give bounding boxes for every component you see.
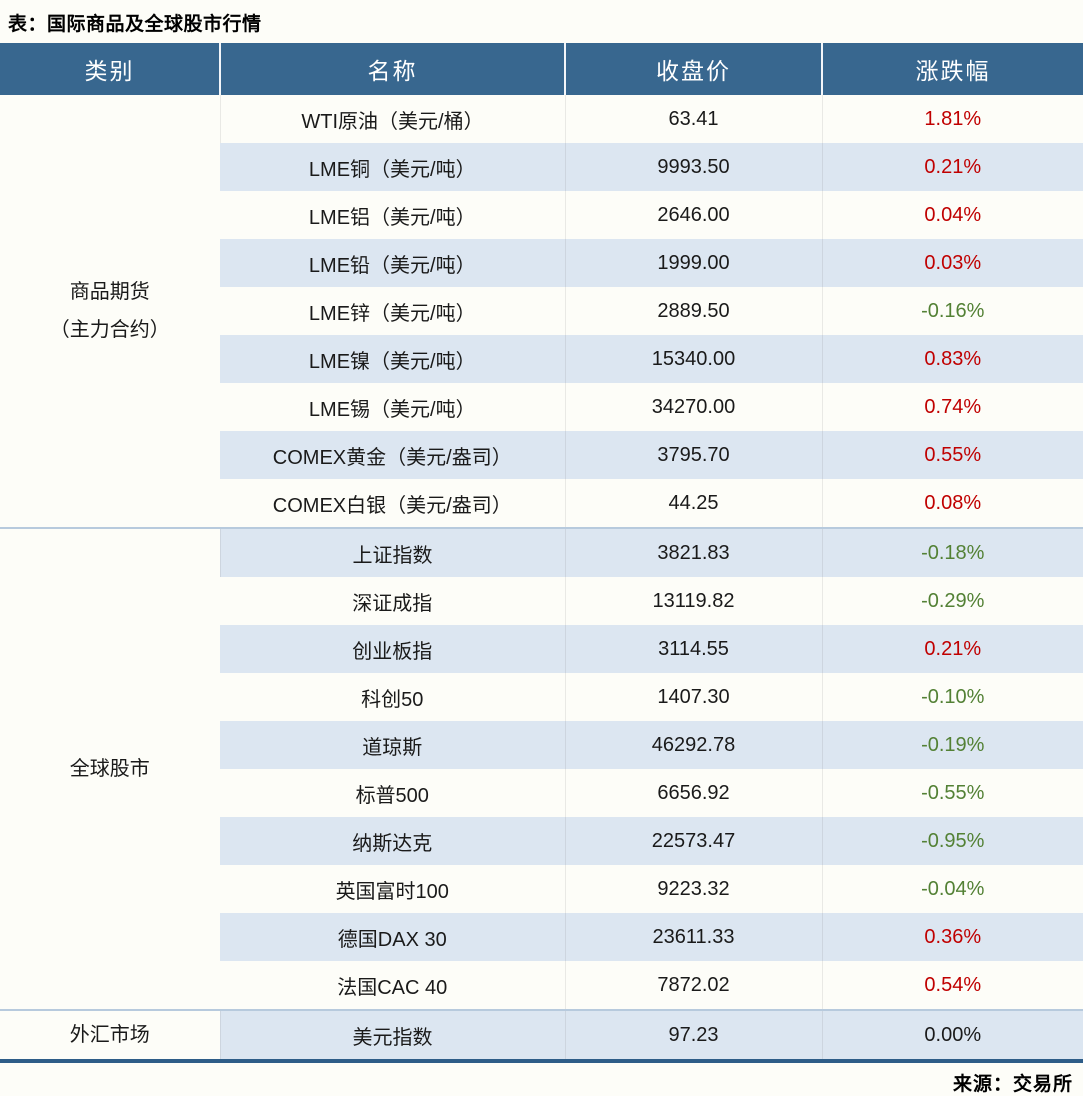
close-price: 46292.78	[564, 721, 822, 769]
close-price: 7872.02	[564, 961, 822, 1010]
table-row: 全球股市 上证指数 3821.83 -0.18%	[0, 527, 1083, 1010]
table-row: COMEX白银（美元/盎司） 44.25 0.08%	[0, 479, 1083, 528]
instrument-name: 深证成指	[220, 577, 565, 625]
change-percent: 0.36%	[821, 913, 1083, 961]
category-cell: 外汇市场	[0, 1009, 220, 1061]
change-percent: 0.21%	[821, 143, 1083, 191]
table-row: 商品期货 （主力合约） WTI原油（美元/桶） 63.41 1.81%	[0, 95, 1083, 528]
change-percent: 0.04%	[821, 191, 1083, 239]
close-price: 3795.70	[564, 431, 822, 479]
table-row: LME镍（美元/吨） 15340.00 0.83%	[0, 335, 1083, 383]
close-price: 2646.00	[564, 191, 822, 239]
header-close: 收盘价	[564, 43, 822, 95]
source-note: 来源：交易所	[952, 1074, 1073, 1095]
instrument-name: 科创50	[220, 673, 565, 721]
change-percent: 0.03%	[821, 239, 1083, 287]
close-price: 6656.92	[564, 769, 822, 817]
close-price: 22573.47	[564, 817, 822, 865]
instrument-name: 纳斯达克	[220, 817, 565, 865]
table-row: 法国CAC 40 7872.02 0.54%	[0, 961, 1083, 1010]
change-percent: 0.83%	[821, 335, 1083, 383]
table-row: LME锌（美元/吨） 2889.50 -0.16%	[0, 287, 1083, 335]
table-row: LME铜（美元/吨） 9993.50 0.21%	[0, 143, 1083, 191]
table-row: 道琼斯 46292.78 -0.19%	[0, 721, 1083, 769]
change-percent: -0.29%	[821, 577, 1083, 625]
table-row: 纳斯达克 22573.47 -0.95%	[0, 817, 1083, 865]
change-percent: 0.74%	[821, 383, 1083, 431]
header-change: 涨跌幅	[821, 43, 1083, 95]
change-percent: -0.95%	[821, 817, 1083, 865]
close-price: 23611.33	[564, 913, 822, 961]
change-percent: 0.08%	[821, 479, 1083, 528]
change-percent: -0.18%	[821, 527, 1083, 577]
table-row: 英国富时100 9223.32 -0.04%	[0, 865, 1083, 913]
market-quotes-table: 类别 名称 收盘价 涨跌幅 商品期货 （主力合约） WTI原油（美元/桶） 63.41…	[0, 43, 1083, 1063]
instrument-name: LME铝（美元/吨）	[220, 191, 565, 239]
table-header: 类别 名称 收盘价 涨跌幅	[0, 43, 1083, 95]
close-price: 63.41	[564, 95, 822, 143]
table-row: 标普500 6656.92 -0.55%	[0, 769, 1083, 817]
change-percent: -0.04%	[821, 865, 1083, 913]
change-percent: -0.55%	[821, 769, 1083, 817]
change-percent: -0.10%	[821, 673, 1083, 721]
instrument-name: COMEX黄金（美元/盎司）	[220, 431, 565, 479]
header-category: 类别	[0, 43, 220, 95]
table-row: LME铅（美元/吨） 1999.00 0.03%	[0, 239, 1083, 287]
close-price: 15340.00	[564, 335, 822, 383]
close-price: 44.25	[564, 479, 822, 528]
instrument-name: 美元指数	[219, 1009, 565, 1061]
table-row: 科创50 1407.30 -0.10%	[0, 673, 1083, 721]
instrument-name: LME锌（美元/吨）	[220, 287, 565, 335]
close-price: 1999.00	[564, 239, 822, 287]
instrument-name: LME锡（美元/吨）	[220, 383, 565, 431]
table-row: 深证成指 13119.82 -0.29%	[0, 577, 1083, 625]
table-row: LME铝（美元/吨） 2646.00 0.04%	[0, 191, 1083, 239]
table-row: 创业板指 3114.55 0.21%	[0, 625, 1083, 673]
header-row: 类别 名称 收盘价 涨跌幅	[0, 43, 1083, 95]
close-price: 3821.83	[564, 527, 822, 577]
change-percent: 1.81%	[821, 95, 1083, 143]
close-price: 1407.30	[564, 673, 822, 721]
instrument-name: LME铅（美元/吨）	[220, 239, 565, 287]
instrument-name: 标普500	[220, 769, 565, 817]
change-percent: 0.21%	[821, 625, 1083, 673]
table-row: COMEX黄金（美元/盎司） 3795.70 0.55%	[0, 431, 1083, 479]
change-percent: 0.00%	[821, 1009, 1083, 1061]
instrument-name: 道琼斯	[220, 721, 565, 769]
instrument-name: 英国富时100	[220, 865, 565, 913]
instrument-name: 上证指数	[219, 527, 565, 577]
close-price: 13119.82	[564, 577, 822, 625]
category-cell: 全球股市	[0, 527, 220, 1010]
table-row: 德国DAX 30 23611.33 0.36%	[0, 913, 1083, 961]
close-price: 2889.50	[564, 287, 822, 335]
close-price: 9993.50	[564, 143, 822, 191]
instrument-name: WTI原油（美元/桶）	[219, 95, 565, 143]
change-percent: -0.16%	[821, 287, 1083, 335]
instrument-name: 创业板指	[220, 625, 565, 673]
instrument-name: 法国CAC 40	[220, 961, 565, 1010]
table-body: 商品期货 （主力合约） WTI原油（美元/桶） 63.41 1.81% LME铜（美元/吨…	[0, 95, 1083, 1061]
table-row: 外汇市场 美元指数 97.23 0.00%	[0, 1009, 1083, 1061]
instrument-name: LME镍（美元/吨）	[220, 335, 565, 383]
instrument-name: 德国DAX 30	[220, 913, 565, 961]
change-percent: 0.55%	[821, 431, 1083, 479]
change-percent: -0.19%	[821, 721, 1083, 769]
table-title: 表：国际商品及全球股市行情	[8, 14, 262, 35]
header-name: 名称	[219, 43, 565, 95]
change-percent: 0.54%	[821, 961, 1083, 1010]
instrument-name: LME铜（美元/吨）	[220, 143, 565, 191]
close-price: 3114.55	[564, 625, 822, 673]
instrument-name: COMEX白银（美元/盎司）	[220, 479, 565, 528]
table-row: LME锡（美元/吨） 34270.00 0.74%	[0, 383, 1083, 431]
close-price: 34270.00	[564, 383, 822, 431]
close-price: 97.23	[564, 1009, 822, 1061]
close-price: 9223.32	[564, 865, 822, 913]
category-cell: 商品期货 （主力合约）	[0, 95, 220, 528]
